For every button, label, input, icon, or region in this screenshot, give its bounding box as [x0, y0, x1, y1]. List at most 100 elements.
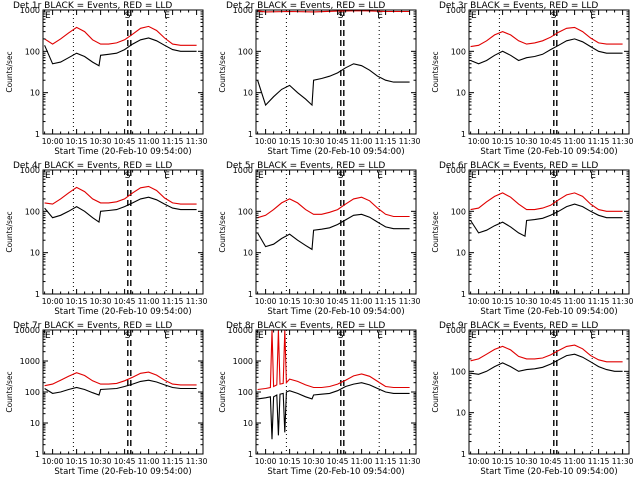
events-series-line	[257, 63, 410, 107]
x-tick-label: 10:30	[516, 137, 538, 146]
x-tick-label: 10:00	[255, 137, 277, 146]
marker-label: E	[45, 171, 51, 181]
x-tick-label: 10:15	[492, 297, 514, 306]
plot-frame	[255, 329, 417, 455]
marker-label: E	[45, 11, 51, 21]
plot-frame	[42, 169, 204, 295]
y-tick-label: 100	[451, 207, 466, 216]
x-tick-label: 11:15	[375, 297, 397, 306]
x-tick-label: 10:45	[114, 297, 136, 306]
lld-series-line	[44, 25, 197, 46]
x-tick-label: 11:30	[186, 457, 208, 466]
y-tick-label: 1000	[20, 166, 40, 175]
x-tick-label: 10:15	[492, 137, 514, 146]
x-tick-label: 11:00	[351, 137, 373, 146]
y-tick-label: 10000	[228, 326, 253, 335]
marker-label: E	[377, 171, 383, 181]
panel-title: Det 2r BLACK = Events, RED = LLD	[226, 1, 385, 11]
marker-label: E	[590, 171, 596, 181]
x-tick-label: 10:30	[90, 137, 112, 146]
marker-label: S	[125, 11, 131, 21]
events-series-line	[44, 379, 197, 396]
y-tick-label: 10	[30, 249, 40, 258]
x-axis-label: Start Time (20-Feb-10 09:54:00)	[267, 307, 404, 317]
panel-title: Det 8r BLACK = Events, RED = LLD	[226, 321, 385, 331]
lld-series-line	[470, 192, 623, 212]
y-tick-label: 1	[248, 290, 253, 299]
x-tick-label: 11:15	[588, 297, 610, 306]
y-tick-label: 10	[243, 249, 253, 258]
marker-label: E	[258, 11, 264, 21]
x-tick-label: 10:15	[492, 457, 514, 466]
marker-label: S	[551, 171, 557, 181]
x-tick-label: 11:15	[375, 137, 397, 146]
marker-label: E	[45, 331, 51, 341]
marker-label: S	[338, 331, 344, 341]
marker-label: S	[125, 171, 131, 181]
marker-label: E	[258, 331, 264, 341]
y-tick-label: 100	[451, 47, 466, 56]
x-tick-label: 10:45	[327, 297, 349, 306]
x-tick-label: 10:45	[114, 137, 136, 146]
events-series-line	[44, 196, 197, 224]
marker-label: S	[125, 331, 131, 341]
y-axis-label: Counts/sec	[218, 51, 227, 92]
lld-series-line	[470, 344, 623, 363]
x-tick-label: 10:45	[540, 457, 562, 466]
y-tick-label: 1	[248, 450, 253, 459]
marker-label: S	[551, 11, 557, 21]
x-axis-label: Start Time (20-Feb-10 09:54:00)	[267, 467, 404, 477]
y-tick-label: 1000	[233, 357, 253, 366]
y-axis-label: Counts/sec	[431, 51, 440, 92]
marker-label: E	[471, 171, 477, 181]
x-tick-label: 11:15	[162, 457, 184, 466]
y-tick-label: 1	[461, 450, 466, 459]
panel-title: Det 1r BLACK = Events, RED = LLD	[13, 1, 172, 11]
x-tick-label: 10:00	[42, 137, 64, 146]
x-tick-label: 10:30	[516, 457, 538, 466]
x-tick-label: 11:15	[588, 137, 610, 146]
x-axis-label: Start Time (20-Feb-10 09:54:00)	[54, 307, 191, 317]
x-tick-label: 10:45	[114, 457, 136, 466]
y-tick-label: 1	[461, 290, 466, 299]
x-tick-label: 10:00	[42, 297, 64, 306]
marker-label: E	[590, 331, 596, 341]
x-tick-label: 10:30	[303, 457, 325, 466]
events-series-line	[470, 353, 623, 375]
y-tick-label: 1000	[20, 357, 40, 366]
y-tick-label: 10	[456, 89, 466, 98]
marker-label: E	[164, 171, 170, 181]
events-series-line	[470, 203, 623, 238]
x-tick-label: 11:00	[564, 457, 586, 466]
x-tick-label: 11:15	[162, 137, 184, 146]
marker-label: S	[338, 171, 344, 181]
y-tick-label: 1000	[233, 166, 253, 175]
x-tick-label: 10:30	[303, 137, 325, 146]
x-axis-label: Start Time (20-Feb-10 09:54:00)	[480, 307, 617, 317]
marker-label: E	[164, 331, 170, 341]
y-axis-label: Counts/sec	[431, 211, 440, 252]
y-tick-label: 100	[238, 47, 253, 56]
y-axis-label: Counts/sec	[5, 51, 14, 92]
x-tick-label: 11:30	[186, 137, 208, 146]
x-tick-label: 11:00	[351, 297, 373, 306]
x-tick-label: 10:15	[279, 297, 301, 306]
marker-label: E	[471, 331, 477, 341]
x-tick-label: 10:30	[90, 297, 112, 306]
y-tick-label: 10	[456, 249, 466, 258]
plot-frame	[468, 169, 630, 295]
plot-frame	[255, 169, 417, 295]
x-tick-label: 10:00	[468, 297, 490, 306]
x-axis-label: Start Time (20-Feb-10 09:54:00)	[480, 467, 617, 477]
x-axis-label: Start Time (20-Feb-10 09:54:00)	[267, 147, 404, 157]
lld-series-line	[257, 10, 410, 13]
x-tick-label: 10:45	[327, 137, 349, 146]
events-series-line	[470, 38, 623, 65]
events-series-line	[44, 37, 197, 67]
x-axis-label: Start Time (20-Feb-10 09:54:00)	[54, 147, 191, 157]
x-tick-label: 11:00	[351, 457, 373, 466]
y-tick-label: 100	[25, 47, 40, 56]
